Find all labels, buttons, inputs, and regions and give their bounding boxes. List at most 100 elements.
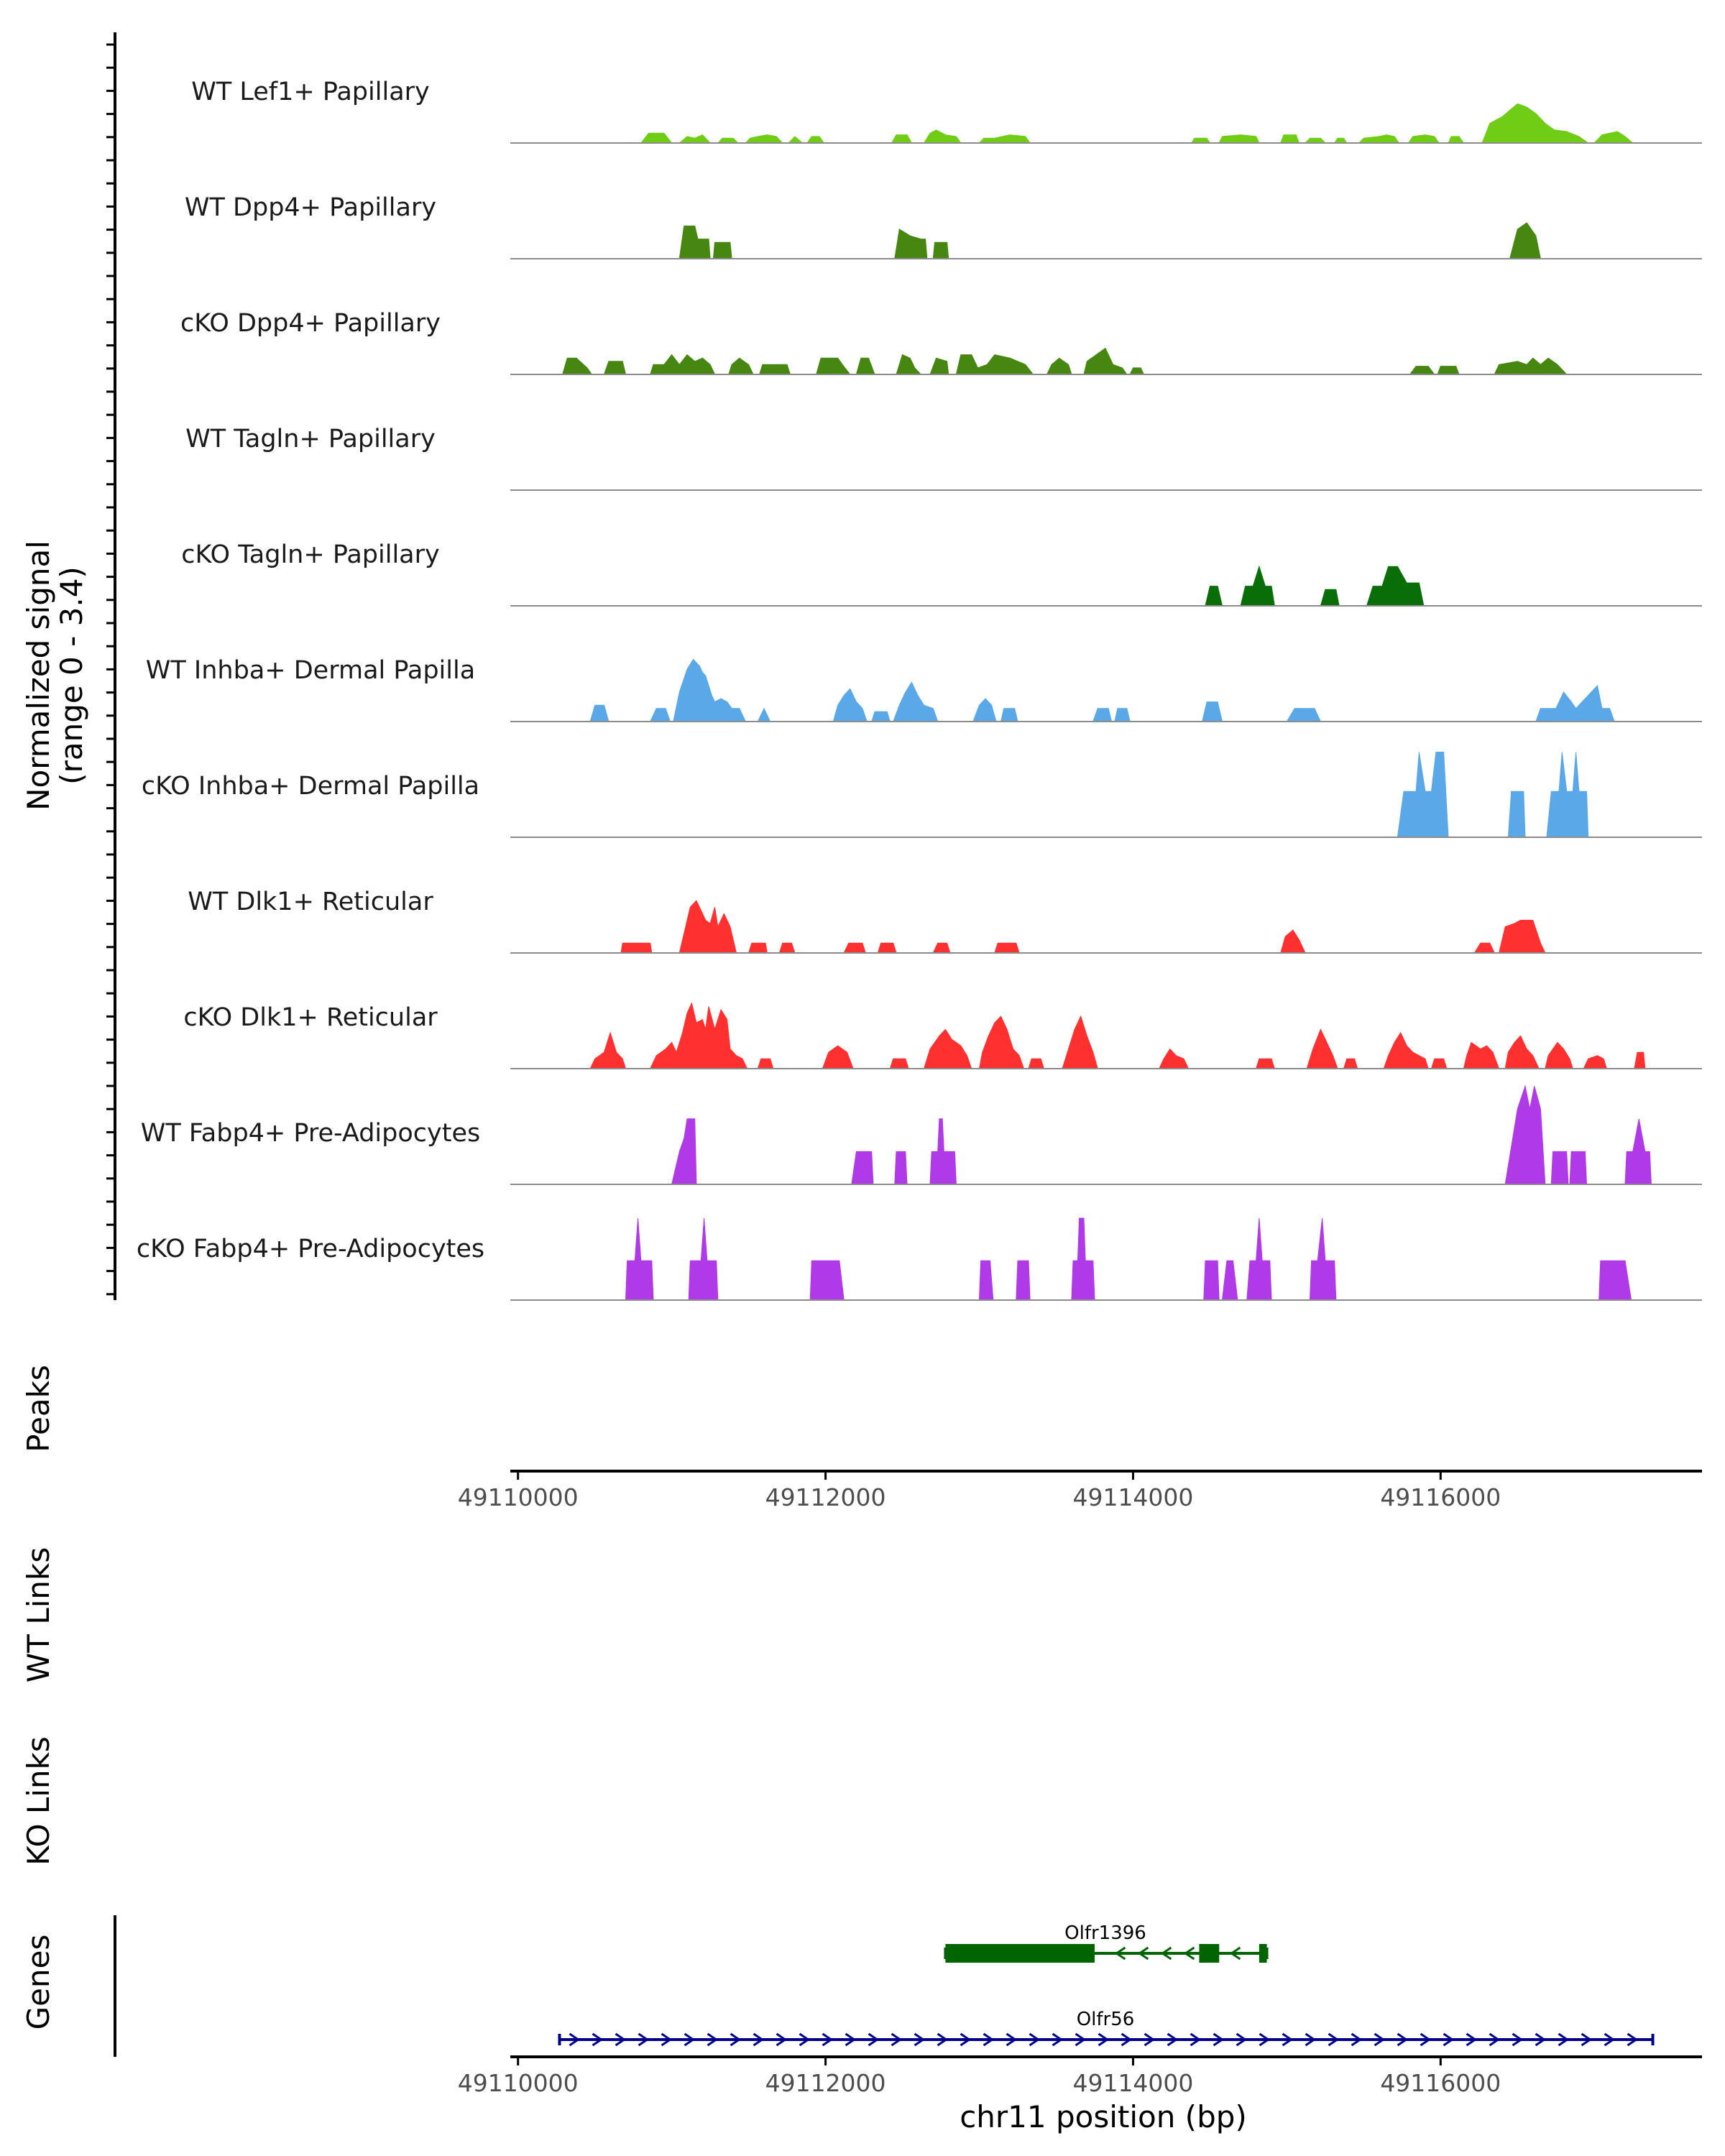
track-wt-inhba-dermal-papilla: WT Inhba+ Dermal Papilla <box>146 656 1702 722</box>
gene-exon <box>1259 1944 1267 1963</box>
genes-x-axis: 49110000 49112000 49114000 49116000 <box>458 2055 1702 2097</box>
strand-arrow <box>1137 1946 1149 1961</box>
strand-arrow <box>1466 2032 1478 2047</box>
track-label: cKO Dpp4+ Papillary <box>180 309 441 338</box>
strand-arrow <box>1512 2032 1524 2047</box>
gene-exon <box>1199 1944 1220 1963</box>
strand-arrow <box>1236 2032 1248 2047</box>
strand-arrow <box>1282 2032 1294 2047</box>
strand-arrow <box>1558 2032 1570 2047</box>
track-wt-dpp4-papillary: WT Dpp4+ Papillary <box>185 193 1702 259</box>
strand-arrow <box>1489 2032 1501 2047</box>
track-label: WT Dpp4+ Papillary <box>185 193 436 222</box>
genes-label: Genes <box>21 1935 56 2030</box>
coverage-area <box>562 347 1568 375</box>
x-tick-label: 49116000 <box>1380 2069 1501 2097</box>
strand-arrow <box>937 2032 949 2047</box>
x-tick-label: 49114000 <box>1072 1483 1193 1511</box>
strand-arrow <box>845 2032 857 2047</box>
track-wt-fabp4-pre-adipocytes: WT Fabp4+ Pre-Adipocytes <box>141 1084 1702 1185</box>
x-tick-label: 49112000 <box>765 2069 886 2097</box>
signal-axis-title: Normalized signal <box>21 540 56 811</box>
strand-arrow <box>1374 2032 1386 2047</box>
coverage-area <box>625 1217 1632 1301</box>
strand-arrow <box>1443 2032 1455 2047</box>
strand-arrow <box>1351 2032 1363 2047</box>
track-wt-dlk1-reticular: WT Dlk1+ Reticular <box>188 888 1702 954</box>
strand-arrow <box>1305 2032 1317 2047</box>
x-axis-title: chr11 position (bp) <box>960 2099 1247 2134</box>
coverage-area <box>589 658 1615 722</box>
gene-annotations: Olfr1396 Olfr56 <box>558 1922 1655 2047</box>
wt-links-label: WT Links <box>21 1547 56 1682</box>
strand-arrow <box>1259 2032 1271 2047</box>
strand-arrow <box>891 2032 903 2047</box>
peaks-label: Peaks <box>21 1365 56 1452</box>
track-cko-tagln-papillary: cKO Tagln+ Papillary <box>181 540 1702 607</box>
x-tick-label: 49112000 <box>765 1483 886 1511</box>
coverage-area <box>1205 565 1425 607</box>
x-tick-label: 49110000 <box>458 1483 579 1511</box>
track-label: cKO Fabp4+ Pre-Adipocytes <box>137 1235 484 1263</box>
strand-arrow <box>776 2032 788 2047</box>
strand-arrow <box>1420 2032 1432 2047</box>
gene-olfr56: Olfr56 <box>558 2009 1655 2047</box>
strand-arrow <box>638 2032 650 2047</box>
strand-arrow <box>1190 2032 1202 2047</box>
peaks-x-axis: 49110000 49112000 49114000 49116000 <box>458 1470 1702 1511</box>
strand-arrow <box>661 2032 673 2047</box>
track-cko-dpp4-papillary: cKO Dpp4+ Papillary <box>180 309 1702 375</box>
strand-arrow <box>1144 2032 1156 2047</box>
x-tick-label: 49116000 <box>1380 1483 1501 1511</box>
strand-arrow <box>684 2032 696 2047</box>
gene-olfr1396: Olfr1396 <box>944 1922 1269 1963</box>
strand-arrow <box>1052 2032 1064 2047</box>
strand-arrow <box>1167 2032 1179 2047</box>
strand-arrow <box>1397 2032 1409 2047</box>
track-label: WT Inhba+ Dermal Papilla <box>146 656 475 685</box>
gene-name-label: Olfr1396 <box>1064 1922 1146 1944</box>
x-tick-label: 49110000 <box>458 2069 579 2097</box>
strand-arrow <box>1160 1946 1172 1961</box>
strand-arrow <box>960 2032 972 2047</box>
strand-arrow <box>1114 1946 1126 1961</box>
strand-arrow <box>615 2032 627 2047</box>
strand-arrow <box>1029 2032 1041 2047</box>
strand-arrow <box>1075 2032 1087 2047</box>
track-label: WT Fabp4+ Pre-Adipocytes <box>141 1119 480 1148</box>
coverage-area <box>640 103 1634 144</box>
strand-arrow <box>1121 2032 1133 2047</box>
strand-arrow <box>1183 1946 1195 1961</box>
coverage-area <box>671 1084 1652 1185</box>
track-cko-dlk1-reticular: cKO Dlk1+ Reticular <box>183 1002 1702 1069</box>
strand-arrow <box>1627 2032 1639 2047</box>
track-cko-inhba-dermal-papilla: cKO Inhba+ Dermal Papilla <box>142 752 1702 838</box>
strand-arrow <box>707 2032 719 2047</box>
ko-links-label: KO Links <box>21 1736 56 1866</box>
coverage-area <box>620 900 1546 954</box>
track-label: cKO Inhba+ Dermal Papilla <box>142 772 479 801</box>
strand-arrow <box>753 2032 765 2047</box>
track-label: WT Dlk1+ Reticular <box>188 888 433 916</box>
strand-arrow <box>1006 2032 1018 2047</box>
strand-arrow <box>1328 2032 1340 2047</box>
gene-exon <box>945 1944 1095 1963</box>
x-tick-label: 49114000 <box>1072 2069 1193 2097</box>
strand-arrow <box>730 2032 742 2047</box>
signal-axis-range: (range 0 - 3.4) <box>54 566 89 785</box>
track-label: WT Lef1+ Papillary <box>191 78 430 106</box>
strand-arrow <box>799 2032 811 2047</box>
strand-arrow <box>1229 1946 1241 1961</box>
strand-arrow <box>1604 2032 1616 2047</box>
gene-name-label: Olfr56 <box>1077 2009 1135 2030</box>
signal-y-axis <box>106 32 116 1300</box>
strand-arrow <box>1581 2032 1593 2047</box>
strand-arrow <box>914 2032 926 2047</box>
coverage-tracks: WT Lef1+ Papillary WT Dpp4+ Papillary cKO … <box>137 78 1702 1301</box>
track-wt-tagln-papillary: WT Tagln+ Papillary <box>185 425 1702 491</box>
strand-arrow <box>592 2032 604 2047</box>
track-wt-lef1-papillary: WT Lef1+ Papillary <box>191 78 1702 144</box>
coverage-area <box>589 1002 1646 1069</box>
track-label: WT Tagln+ Papillary <box>185 425 436 453</box>
